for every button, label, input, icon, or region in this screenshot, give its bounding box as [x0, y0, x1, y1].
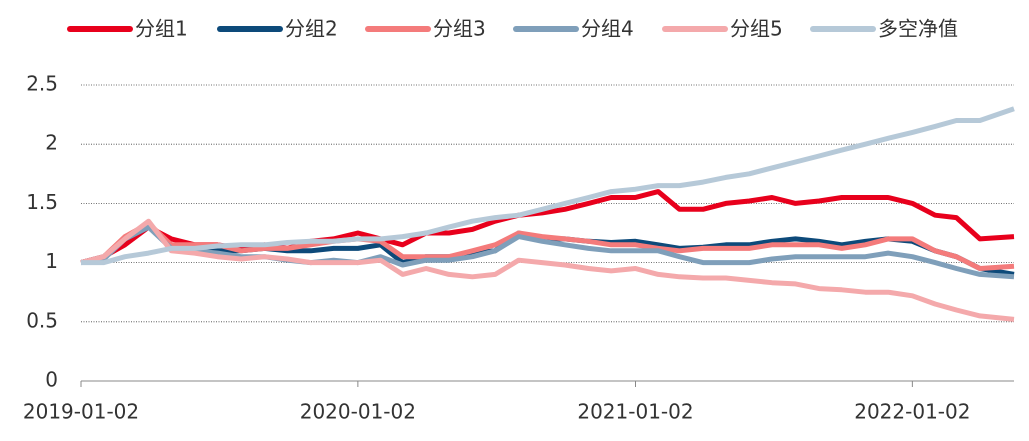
legend-label: 分组1	[135, 17, 188, 41]
y-tick-label: 1.5	[26, 190, 58, 214]
y-tick-label: 2	[45, 131, 58, 155]
legend-label: 分组2	[285, 17, 338, 41]
x-tick-label: 2020-01-02	[300, 400, 416, 424]
legend-label: 分组3	[433, 17, 486, 41]
series-line	[80, 221, 1015, 271]
x-tick-label: 2019-01-02	[23, 400, 139, 424]
series-line	[80, 218, 1015, 322]
legend-label: 多空净值	[878, 17, 958, 41]
y-tick-label: 0.5	[26, 308, 58, 332]
x-tick-label: 2022-01-02	[854, 400, 970, 424]
y-tick-label: 2.5	[26, 72, 58, 96]
y-tick-label: 0	[45, 368, 58, 392]
y-tick-label: 1	[45, 249, 58, 273]
legend-label: 分组5	[730, 17, 783, 41]
series-line	[81, 106, 1015, 266]
x-tick-label: 2021-01-02	[577, 400, 693, 424]
series-line	[80, 224, 1015, 277]
series-line	[80, 224, 1015, 280]
legend-label: 分组4	[581, 17, 634, 41]
